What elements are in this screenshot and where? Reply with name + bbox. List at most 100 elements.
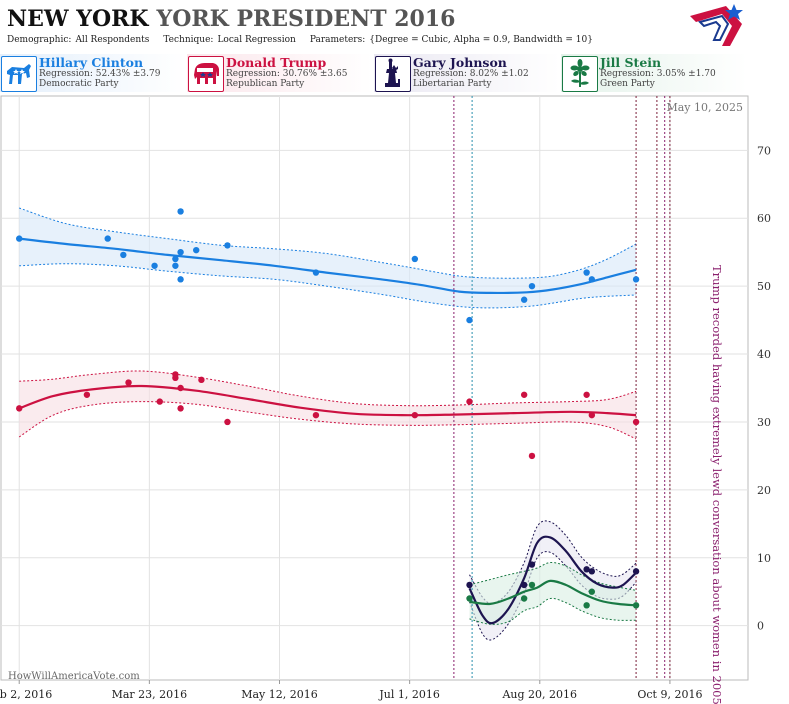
poll-point-clinton — [588, 276, 596, 283]
axis-layer: 0 10 20 30 40 50 60 70 Feb 2, 2016 Mar 23, 2016 Ma… — [0, 144, 771, 701]
statue-of-liberty-icon — [375, 56, 411, 92]
chart-title: NEW YORK YORK PRESIDENT 2016 — [7, 6, 455, 32]
x-tick-label: Feb 2, 2016 — [0, 688, 52, 701]
y-tick-label: 40 — [757, 348, 771, 361]
poll-point-stein — [520, 595, 528, 602]
legend-name-clinton: Hillary Clinton — [39, 55, 144, 70]
poll-point-clinton — [411, 255, 419, 263]
legend-card-stein: Jill Stein Regression: 3.05% ±1.70 Green… — [561, 54, 747, 92]
title-state: NEW YORK — [7, 6, 149, 32]
y-tick-label: 30 — [757, 416, 771, 429]
poll-point-clinton — [151, 262, 158, 269]
poll-point-clinton — [104, 235, 111, 242]
trend-line-johnson — [468, 535, 637, 625]
x-tick-label: Aug 20, 2016 — [501, 688, 577, 701]
x-tick-label: Oct 9, 2016 — [637, 688, 702, 701]
x-tick-label: Jul 1, 2016 — [378, 688, 440, 701]
poll-point-trump — [172, 374, 179, 382]
poll-point-trump — [177, 405, 184, 412]
upper-bound-johnson — [469, 520, 637, 604]
technique-value: Local Regression — [217, 35, 296, 45]
watermark: HowWillAmericaVote.com — [8, 671, 140, 682]
green-flower-icon — [562, 56, 598, 92]
legend-name-trump: Donald Trump — [226, 55, 327, 70]
legend-party-clinton: Democratic Party — [39, 79, 119, 89]
poll-point-clinton — [177, 248, 184, 256]
upper-bound-clinton — [19, 207, 637, 279]
poll-point-johnson — [583, 566, 590, 573]
lower-bound-clinton — [19, 263, 637, 309]
legend-name-johnson: Gary Johnson — [413, 55, 507, 70]
trend-line-layer — [18, 237, 637, 625]
poll-point-trump — [411, 411, 419, 419]
poll-point-trump — [312, 411, 320, 419]
legend-regression-stein: Regression: 3.05% ±1.70 — [600, 69, 716, 79]
poll-point-trump — [583, 391, 590, 398]
poll-point-clinton — [172, 255, 179, 263]
poll-point-johnson — [588, 568, 596, 575]
poll-point-trump — [198, 376, 205, 384]
poll-point-clinton — [466, 316, 473, 324]
poll-point-trump — [125, 379, 132, 386]
poll-point-trump — [83, 391, 91, 398]
legend-card-trump: Donald Trump Regression: 30.76% ±3.65 Re… — [187, 54, 373, 92]
poll-point-stein — [583, 602, 590, 609]
y-tick-label: 50 — [757, 280, 771, 293]
poll-point-johnson — [520, 581, 528, 589]
upper-bound-trump — [19, 370, 637, 407]
y-tick-label: 70 — [757, 144, 771, 157]
poll-point-trump — [588, 411, 596, 419]
poll-point-johnson — [528, 561, 536, 568]
date-stamp: May 10, 2025 — [666, 101, 743, 114]
legend-card-johnson: Gary Johnson Regression: 8.02% ±1.02 Lib… — [374, 54, 560, 92]
legend-card-clinton: Hillary Clinton Regression: 52.43% ±3.79… — [0, 54, 186, 92]
y-tick-label: 60 — [757, 212, 771, 225]
chart-header: NEW YORK YORK PRESIDENT 2016 Demographic:… — [0, 0, 789, 56]
technique-label: Technique: — [163, 35, 214, 45]
demographic-label: Demographic: — [7, 35, 72, 45]
title-race: YORK PRESIDENT 2016 — [156, 6, 456, 32]
poll-point-trump — [177, 384, 184, 392]
trend-line-trump — [18, 384, 637, 417]
confidence-band-clinton — [19, 208, 637, 308]
site-logo-icon — [690, 4, 743, 46]
y-tick-label: 0 — [757, 620, 764, 633]
poll-point-clinton — [172, 262, 179, 269]
y-tick-label: 10 — [757, 552, 771, 565]
event-annotation: Trump recorded having extremely lewd con… — [710, 265, 724, 704]
poll-point-trump — [156, 398, 163, 405]
poll-point-layer — [16, 208, 640, 609]
poll-point-clinton — [528, 282, 536, 290]
parameters-label: Parameters: — [309, 35, 366, 45]
parameters-line: Demographic: All Respondents Technique: Loc… — [7, 35, 607, 45]
poll-point-stein — [632, 602, 640, 609]
elephant-icon — [188, 56, 224, 92]
legend-regression-johnson: Regression: 8.02% ±1.02 — [413, 69, 529, 79]
poll-point-trump — [466, 398, 473, 405]
poll-point-clinton — [312, 269, 320, 276]
lower-bound-stein — [469, 597, 637, 625]
legend-regression-clinton: Regression: 52.43% ±3.79 — [39, 69, 161, 79]
poll-point-trump — [528, 452, 536, 460]
poll-point-clinton — [16, 235, 23, 242]
poll-point-clinton — [520, 296, 528, 303]
poll-point-clinton — [177, 208, 184, 215]
poll-point-clinton — [224, 242, 231, 249]
poll-point-clinton — [120, 251, 127, 259]
poll-point-trump — [632, 418, 640, 426]
legend-party-johnson: Libertarian Party — [413, 79, 492, 89]
lower-bound-johnson — [469, 551, 637, 641]
trend-line-stein — [469, 579, 637, 607]
poll-point-stein — [466, 595, 473, 602]
donkey-icon — [1, 56, 37, 92]
candidate-legend: Hillary Clinton Regression: 52.43% ±3.79… — [0, 54, 789, 94]
poll-point-stein — [588, 588, 596, 595]
trend-line-clinton — [19, 237, 637, 295]
event-lines-layer — [453, 96, 671, 680]
poll-point-johnson — [632, 568, 640, 575]
confidence-band-stein — [469, 562, 637, 625]
poll-point-stein — [528, 581, 536, 589]
poll-point-trump — [520, 391, 528, 398]
poll-point-clinton — [583, 269, 590, 276]
parameters-value: {Degree = Cubic, Alpha = 0.9, Bandwidth … — [369, 35, 593, 45]
